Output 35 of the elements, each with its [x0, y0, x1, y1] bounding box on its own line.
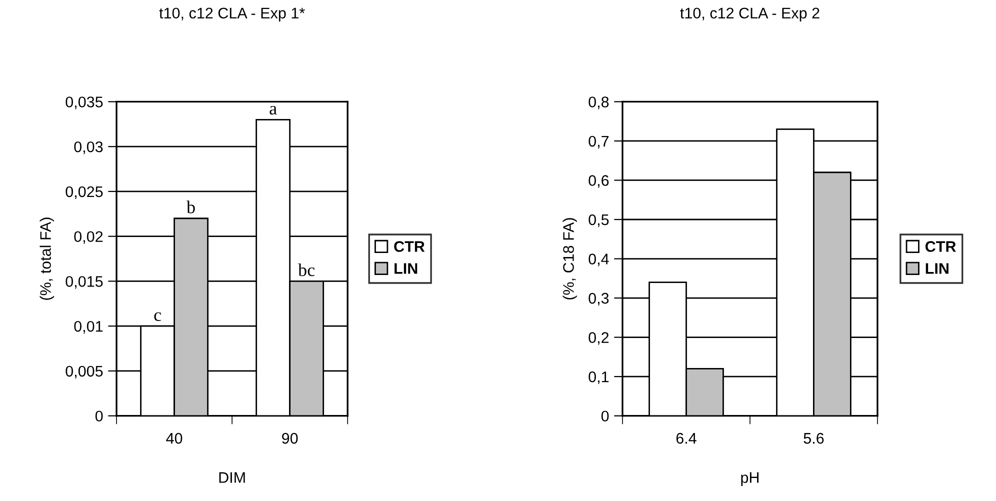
chart-title: t10, c12 CLA - Exp 2: [680, 8, 820, 22]
annotation: a: [270, 106, 277, 115]
y-tick-label: 0,4: [588, 254, 609, 266]
y-axis-title: (%, total FA): [40, 218, 54, 300]
y-tick-label: 0,2: [588, 332, 609, 345]
y-tick-label: 0,035: [66, 96, 103, 110]
chart-title: t10, c12 CLA - Exp 1*: [159, 8, 305, 22]
y-tick-label: 0,1: [588, 371, 609, 384]
y-tick-label: 0: [95, 410, 103, 422]
y-tick-label: 0,5: [588, 214, 609, 227]
y-tick-label: 0,005: [66, 366, 103, 378]
y-tick-label: 0,01: [74, 320, 103, 334]
y-tick-label: 0: [601, 410, 609, 422]
x-axis-title: DIM: [219, 472, 245, 483]
x-tick-label: 5.6: [804, 432, 824, 444]
annotation: c: [154, 312, 161, 322]
annotation: b: [186, 200, 195, 214]
y-tick-label: 0,02: [74, 231, 103, 244]
y-tick-label: 0,8: [588, 96, 609, 110]
x-axis-title: pH: [741, 472, 759, 486]
legend-label: CTR: [394, 241, 425, 252]
y-tick-label: 0,7: [588, 136, 609, 148]
y-tick-label: 0,6: [588, 175, 609, 188]
legend-label: LIN: [926, 263, 948, 274]
y-tick-label: 0,025: [66, 186, 103, 199]
y-tick-label: 0,3: [588, 292, 609, 306]
y-tick-label: 0,03: [74, 141, 103, 154]
legend-label: LIN: [394, 263, 418, 274]
annotation: bc: [298, 263, 315, 276]
legend-label: CTR: [925, 241, 956, 252]
y-axis-title: (%, C18 FA): [562, 218, 577, 300]
y-tick-label: 0,015: [66, 276, 103, 289]
x-tick-label: 40: [166, 432, 182, 444]
x-tick-label: 90: [282, 432, 298, 444]
x-tick-label: 6.4: [676, 432, 696, 444]
